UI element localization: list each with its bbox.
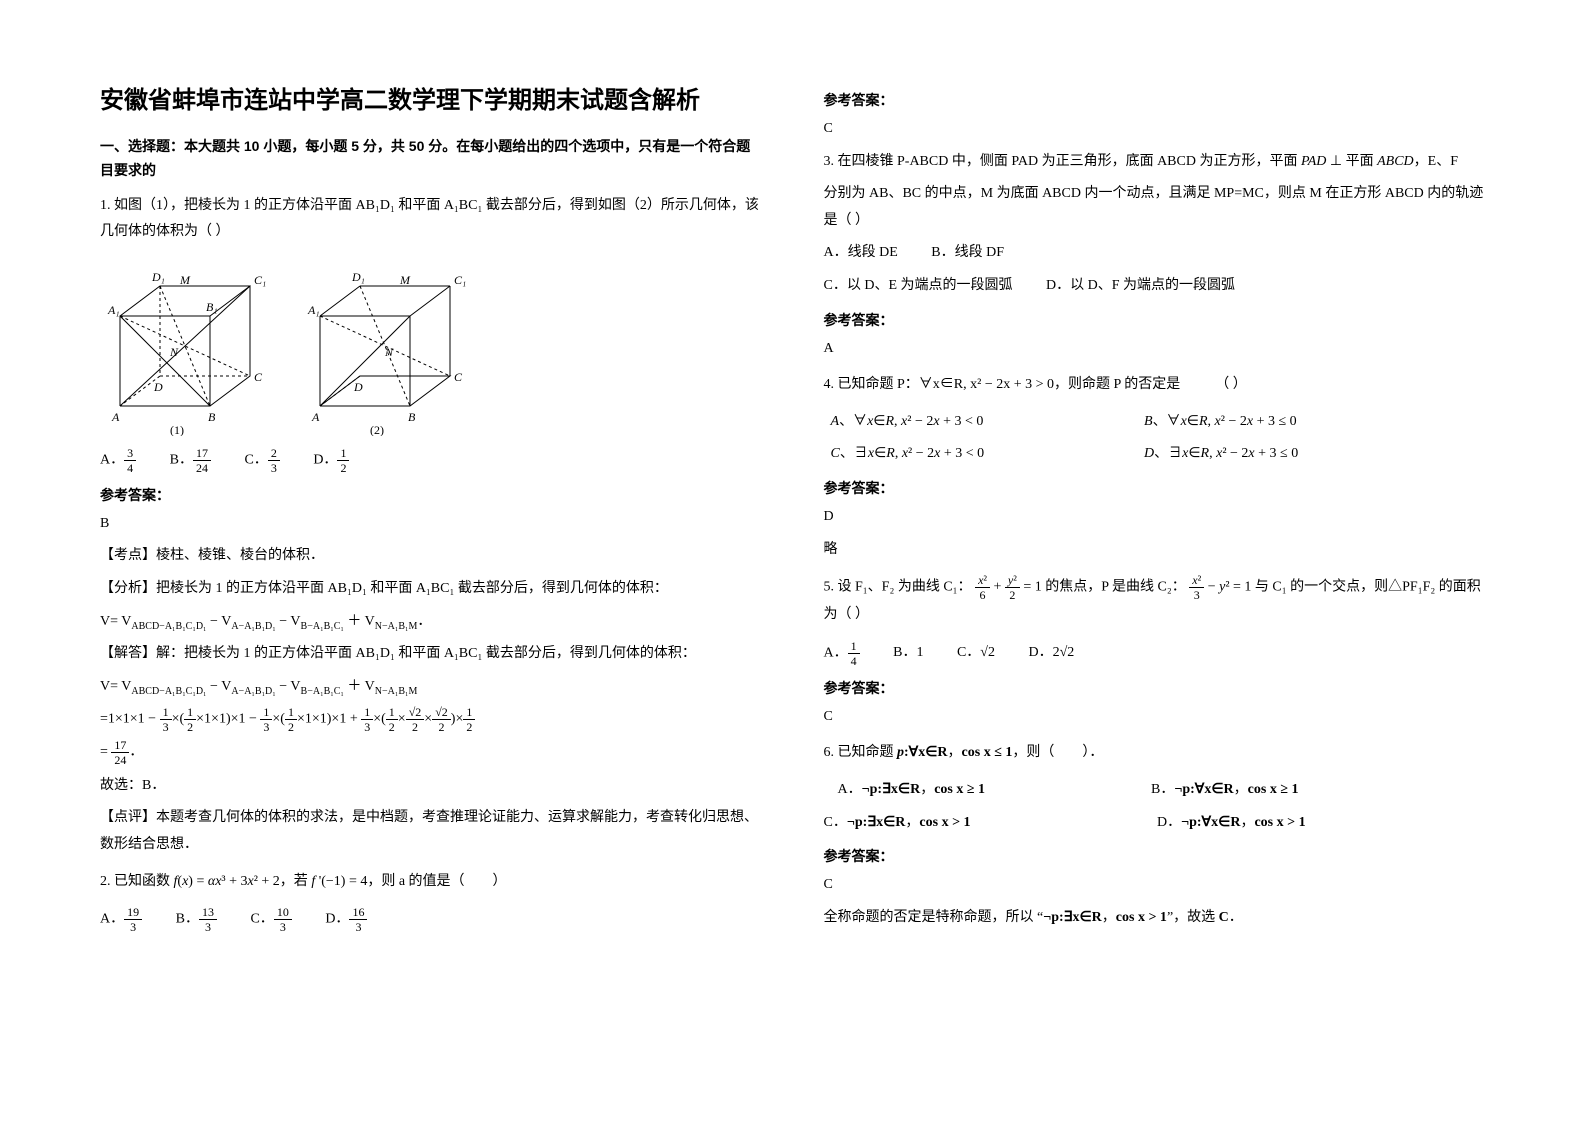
q1-answer: B: [100, 511, 764, 538]
q1-figure-2: A B C D A₁ C₁ D₁ M N (2): [300, 256, 470, 436]
q3-options-ab: A．线段 DE B．线段 DF: [824, 240, 1488, 267]
q3-answer: A: [824, 336, 1488, 363]
q5-optD: D．2√2: [1029, 639, 1075, 667]
q4-answer-head: 参考答案：: [824, 478, 1488, 498]
svg-text:C: C: [454, 370, 463, 384]
fig1-label: (1): [170, 423, 184, 436]
svg-text:M: M: [399, 273, 411, 287]
q1-figures: A B C D A₁ B₁ C₁ D₁ M N (1): [100, 256, 764, 436]
question-4: 4. 已知命题 P：∀x∈R, x² − 2x + 3 > 0，则命题 P 的否…: [824, 372, 1488, 399]
q6-optB: B．¬p:∀x∈R，cos x ≥ 1: [1151, 777, 1299, 804]
q2-optC: C．103: [250, 905, 291, 934]
svg-text:D: D: [153, 380, 163, 394]
svg-text:C: C: [254, 370, 263, 384]
question-1: 1. 如图（1），把棱长为 1 的正方体沿平面 AB₁D₁ 和平面 A₁BC₁ …: [100, 193, 764, 246]
q1-options: A．34 B．1724 C．23 D．12: [100, 446, 764, 475]
q1-sol5: =1×1×1 − 13×(12×1×1)×1 − 13×(12×1×1)×1 +…: [100, 705, 764, 734]
left-column: 安徽省蚌埠市连站中学高二数学理下学期期末试题含解析 一、选择题：本大题共 10 …: [100, 80, 764, 944]
svg-text:A: A: [111, 410, 120, 424]
doc-title: 安徽省蚌埠市连站中学高二数学理下学期期末试题含解析: [100, 80, 764, 115]
q4-optD: D、∃x∈R, x² − 2x + 3 ≤ 0: [1144, 441, 1298, 468]
q4-answer: D: [824, 504, 1488, 531]
q2-optA: A．193: [100, 905, 142, 934]
q4-optC: C、∃x∈R, x² − 2x + 3 < 0: [831, 441, 1111, 468]
q5-options: A．14 B．1 C．√2 D．2√2: [824, 639, 1488, 668]
svg-text:M: M: [179, 273, 191, 287]
q4-note: 略: [824, 537, 1488, 564]
q6-answer-head: 参考答案：: [824, 846, 1488, 866]
q5-optB: B．1: [893, 639, 923, 667]
question-6: 6. 已知命题 p:∀x∈R，cos x ≤ 1，则（ ）．: [824, 740, 1488, 767]
q1-optC: C．23: [244, 446, 279, 475]
svg-text:B₁: B₁: [206, 300, 218, 314]
svg-text:D₁: D₁: [351, 270, 365, 284]
q3-options-cd: C．以 D、E 为端点的一段圆弧 D．以 D、F 为端点的一段圆弧: [824, 273, 1488, 300]
q3-text-b: 分别为 AB、BC 的中点，M 为底面 ABCD 内一个动点，且满足 MP=MC…: [824, 181, 1488, 234]
svg-text:A: A: [311, 410, 320, 424]
q6-note: 全称命题的否定是特称命题，所以 “¬p:∃x∈R，cos x > 1”，故选 C…: [824, 905, 1488, 932]
q1-optD: D．12: [313, 446, 349, 475]
q6-options-ab: A．¬p:∃x∈R，cos x ≥ 1 B．¬p:∀x∈R，cos x ≥ 1: [824, 777, 1488, 804]
q5-optC: C．√2: [957, 639, 995, 667]
q1-optB: B．1724: [170, 446, 211, 475]
q3-optB: B．线段 DF: [931, 240, 1004, 267]
svg-text:N: N: [384, 345, 394, 359]
svg-text:A₁: A₁: [307, 303, 320, 317]
svg-text:D: D: [353, 380, 363, 394]
q6-options-cd: C．¬p:∃x∈R，cos x > 1 D．¬p:∀x∈R，cos x > 1: [824, 810, 1488, 837]
q1-text: 1. 如图（1），把棱长为 1 的正方体沿平面 AB₁D₁ 和平面 A₁BC₁ …: [100, 198, 759, 240]
page: 安徽省蚌埠市连站中学高二数学理下学期期末试题含解析 一、选择题：本大题共 10 …: [0, 0, 1587, 1024]
q4-optB: B、∀x∈R, x² − 2x + 3 ≤ 0: [1144, 409, 1297, 436]
svg-text:B: B: [208, 410, 216, 424]
q3-optD: D．以 D、F 为端点的一段圆弧: [1046, 273, 1235, 300]
q1-sol4: 【解答】解：把棱长为 1 的正方体沿平面 AB₁D₁ 和平面 A₁BC₁ 截去部…: [100, 641, 764, 668]
svg-text:C₁: C₁: [254, 273, 266, 287]
q5-answer-head: 参考答案：: [824, 678, 1488, 698]
q3-answer-head: 参考答案：: [824, 310, 1488, 330]
q2-options: A．193 B．133 C．103 D．163: [100, 905, 764, 934]
svg-text:B: B: [408, 410, 416, 424]
fig2-label: (2): [370, 423, 384, 436]
q1-optA: A．34: [100, 446, 136, 475]
q3-text-a: 3. 在四棱锥 P-ABCD 中，侧面 PAD 为正三角形，底面 ABCD 为正…: [824, 149, 1488, 176]
q4-options-cd: C、∃x∈R, x² − 2x + 3 < 0 D、∃x∈R, x² − 2x …: [824, 441, 1488, 468]
svg-text:A₁: A₁: [107, 303, 120, 317]
q6-optD: D．¬p:∀x∈R，cos x > 1: [1157, 810, 1306, 837]
q4-optA: A、∀x∈R, x² − 2x + 3 < 0: [831, 409, 1111, 436]
q5-optA: A．14: [824, 639, 860, 668]
svg-text:C₁: C₁: [454, 273, 466, 287]
q2-answer-head: 参考答案：: [824, 90, 1488, 110]
q3-optC: C．以 D、E 为端点的一段圆弧: [824, 273, 1013, 300]
right-column: 参考答案： C 3. 在四棱锥 P-ABCD 中，侧面 PAD 为正三角形，底面…: [824, 80, 1488, 944]
q2-optD: D．163: [325, 905, 367, 934]
q5-answer: C: [824, 704, 1488, 731]
q4-options-ab: A、∀x∈R, x² − 2x + 3 < 0 B、∀x∈R, x² − 2x …: [824, 409, 1488, 436]
q1-sol3: V= VABCD−A₁B₁C₁D₁ − VA−A₁B₁D₁ − VB−A₁B₁C…: [100, 609, 764, 636]
q3-optA: A．线段 DE: [824, 240, 898, 267]
q1-sol3b: V= VABCD−A₁B₁C₁D₁ − VA−A₁B₁D₁ − VB−A₁B₁C…: [100, 674, 764, 701]
q1-sol1: 【考点】棱柱、棱锥、棱台的体积．: [100, 543, 764, 570]
q1-answer-head: 参考答案：: [100, 485, 764, 505]
question-2: 2. 已知函数 f(x) = αx³ + 3x² + 2，若 f '(−1) =…: [100, 869, 764, 896]
q2-answer: C: [824, 116, 1488, 143]
q2-optB: B．133: [176, 905, 217, 934]
q6-optC: C．¬p:∃x∈R，cos x > 1: [824, 810, 1124, 837]
q1-figure-1: A B C D A₁ B₁ C₁ D₁ M N (1): [100, 256, 270, 436]
q1-sol6: = 1724．: [100, 738, 764, 767]
question-5: 5. 设 F₁、F₂ 为曲线 C₁： x²6 + y²2 = 1 的焦点，P 是…: [824, 573, 1488, 629]
q1-sol8: 【点评】本题考查几何体的体积的求法，是中档题，考查推理论证能力、运算求解能力，考…: [100, 805, 764, 858]
q6-answer: C: [824, 872, 1488, 899]
svg-text:D₁: D₁: [151, 270, 165, 284]
svg-text:N: N: [169, 345, 179, 359]
section-heading: 一、选择题：本大题共 10 小题，每小题 5 分，共 50 分。在每小题给出的四…: [100, 135, 764, 183]
q6-optA: A．¬p:∃x∈R，cos x ≥ 1: [838, 777, 1118, 804]
q1-sol7: 故选：B．: [100, 773, 764, 800]
q1-sol2: 【分析】把棱长为 1 的正方体沿平面 AB₁D₁ 和平面 A₁BC₁ 截去部分后…: [100, 576, 764, 603]
